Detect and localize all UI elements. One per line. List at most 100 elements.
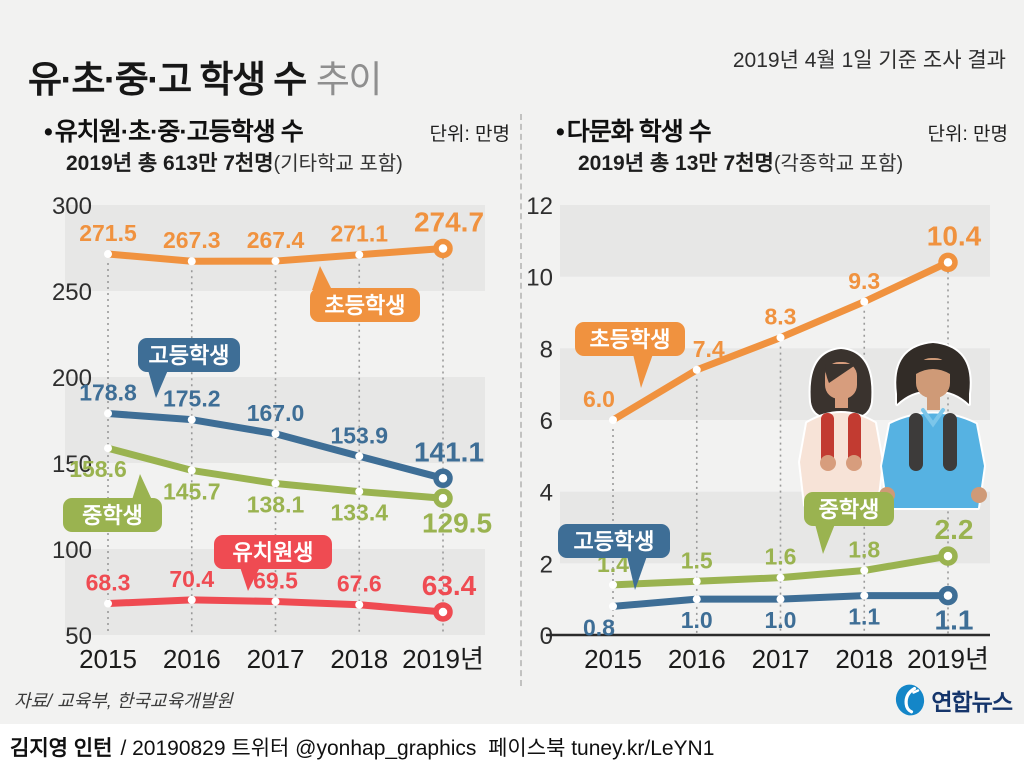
value-label: 7.4 [693,336,725,362]
value-label: 10.4 [927,220,982,251]
x-tick-label: 2015 [79,644,137,674]
data-point [860,297,869,306]
y-tick-label: 50 [65,623,92,650]
credit-bar: 김지영 인턴 / 20190829 트위터 @yonhap_graphics 페이… [0,724,1024,770]
series-bubble-유치원생: 유치원생 [214,535,332,591]
left-chart-unit-label: 단위: 만명 [429,124,510,145]
series-bubble-label: 고등학생 [574,529,655,554]
value-label: 70.4 [169,566,214,592]
series-bubble-중학생: 중학생 [63,474,162,532]
data-point [692,365,701,374]
value-label: 129.5 [422,507,492,538]
right-panel-header: • 다문화 학생 수 단위: 만명 [556,112,1008,148]
data-point [187,595,196,604]
credit-detail: / 20190829 트위터 @yonhap_graphics 페이스북 tun… [120,737,715,760]
x-tick-label: 2015 [584,644,642,674]
data-point [609,416,617,424]
value-label: 2.2 [935,514,974,545]
series-bubble-고등학생: 고등학생 [558,524,670,590]
x-tick-label: 2017 [247,644,305,674]
x-tick-label: 2017 [752,644,810,674]
right-chart-subtitle: 2019년 총 13만 7천명(각종학교 포함) [578,147,903,177]
data-point [692,595,701,604]
data-point [271,479,280,488]
left-line-chart: 300 250 200 150 100 50 271.5 267.3 267.4 271.1 274… [52,193,492,674]
value-label: 167.0 [247,400,305,426]
data-point-end [433,602,453,622]
data-point [860,591,869,600]
value-label: 69.5 [253,567,298,593]
data-point [355,250,364,259]
left-chart-title: 유치원·초·중·고등학생 수 [54,118,304,146]
data-point-end [938,252,958,273]
value-label: 8.3 [765,304,797,330]
y-tick-label: 300 [52,193,92,220]
left-panel-header: • 유치원·초·중·고등학생 수 단위: 만명 [44,112,510,148]
value-label: 271.5 [79,220,137,246]
x-tick-label: 2019년 [907,644,989,674]
value-label: 1.8 [848,537,880,563]
value-label: 1.0 [765,607,797,633]
data-point [355,487,364,496]
data-point [187,257,196,266]
value-label: 267.4 [247,227,305,253]
data-point [187,415,196,424]
y-tick-label: 100 [52,537,92,564]
data-point-end [433,238,453,259]
right-chart-title: 다문화 학생 수 [566,118,712,146]
page-title-suffix: 추이 [315,58,383,100]
data-point-end [938,585,958,606]
data-point [104,599,112,608]
right-chart-unit-label: 단위: 만명 [927,124,1008,145]
value-label: 6.0 [583,386,615,412]
page-title: 유·초·중·고 학생 수 추이 [28,49,383,103]
left-chart-subtitle: 2019년 총 613만 7천명(기타학교 포함) [66,147,403,177]
data-point-end [433,468,453,489]
data-point [187,466,196,475]
value-label: 138.1 [247,491,305,517]
value-label: 68.3 [86,570,131,596]
data-point [104,250,112,259]
value-label: 1.6 [765,544,797,570]
value-label: 1.1 [935,605,974,636]
x-tick-label: 2018 [330,644,388,674]
x-tick-label: 2019년 [402,644,484,674]
grid-band [560,205,990,277]
data-point-end [433,488,453,509]
series-bubble-label: 초등학생 [590,327,671,352]
series-bubble-초등학생: 초등학생 [310,266,420,322]
y-tick-label: 12 [526,193,553,220]
y-tick-label: 250 [52,279,92,306]
credit-author: 김지영 인턴 [10,737,113,760]
data-point [355,452,364,461]
data-point [609,602,617,611]
value-label: 1.1 [848,604,880,630]
data-point [776,333,785,342]
series-bubble-label: 고등학생 [149,343,230,368]
data-point [104,444,112,453]
x-tick-label: 2016 [668,644,726,674]
yonhap-logo: 연합뉴스 [893,683,1013,717]
boy-student-illustration [879,341,987,510]
value-label: 158.6 [69,456,127,482]
value-label: 274.7 [414,207,484,238]
series-bubble-label: 중학생 [819,497,880,522]
bullet-icon: • [556,118,565,146]
page-title-main: 유·초·중·고 학생 수 [28,58,307,100]
y-tick-label: 4 [540,480,553,507]
data-point [271,257,280,266]
value-label: 67.6 [337,571,382,597]
yonhap-logo-icon [896,684,925,716]
data-point [609,580,617,589]
value-label: 145.7 [163,478,221,504]
value-label: 9.3 [848,268,880,294]
data-point [776,595,785,604]
value-label: 0.8 [583,614,615,640]
y-tick-label: 150 [52,451,92,478]
y-tick-label: 0 [540,623,553,650]
series-bubble-label: 유치원생 [233,540,314,565]
x-tick-label: 2018 [835,644,893,674]
series-bubble-초등학생: 초등학생 [575,322,685,388]
series-bubble-고등학생: 고등학생 [138,338,240,398]
